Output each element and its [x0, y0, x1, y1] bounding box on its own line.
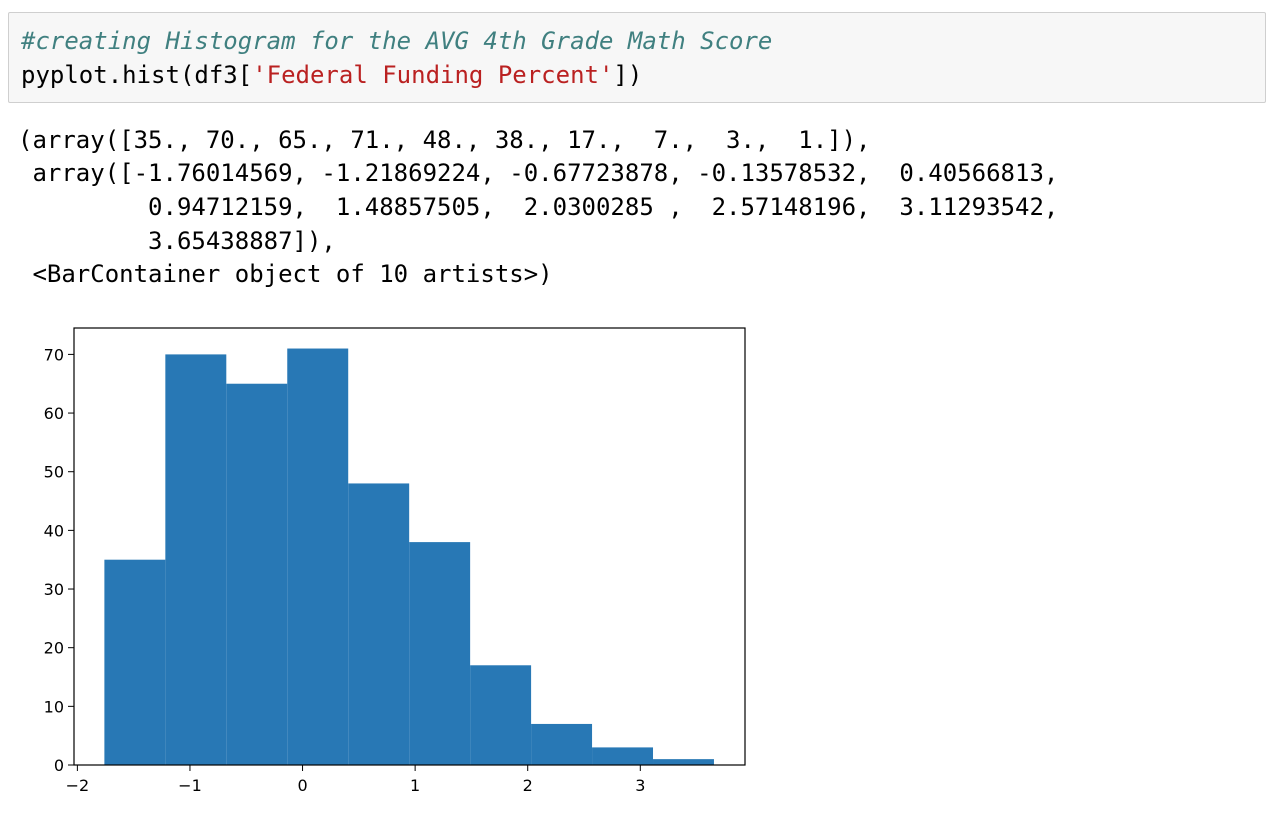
- x-tick-label: 3: [635, 776, 645, 795]
- histogram-bar: [104, 559, 166, 765]
- code-comment-line: #creating Histogram for the AVG 4th Grad…: [21, 27, 772, 55]
- code-string: 'Federal Funding Percent': [252, 61, 614, 89]
- x-tick-label: −2: [66, 776, 90, 795]
- histogram-bars: [104, 348, 714, 765]
- histogram-bar: [165, 354, 227, 765]
- histogram-bar: [470, 665, 532, 765]
- y-tick-label: 0: [54, 756, 64, 775]
- y-tick-label: 10: [44, 697, 64, 716]
- histogram-bar: [287, 348, 349, 765]
- output-line-1: (array([35., 70., 65., 71., 48., 38., 17…: [18, 126, 871, 154]
- code-comment: #creating Histogram for the AVG 4th Grad…: [21, 27, 773, 55]
- code-cell-input[interactable]: #creating Histogram for the AVG 4th Grad…: [8, 12, 1266, 103]
- x-tick-label: 2: [523, 776, 533, 795]
- x-tick-label: 0: [297, 776, 307, 795]
- histogram-bar: [653, 759, 714, 765]
- histogram-bar: [348, 483, 410, 765]
- code-prefix: pyplot.hist(df3[: [21, 61, 253, 89]
- histogram-bar: [409, 542, 471, 765]
- y-tick-label: 70: [44, 345, 64, 364]
- plot-frame: [73, 327, 746, 766]
- x-tick-label: 1: [410, 776, 420, 795]
- y-tick-label: 30: [44, 580, 64, 599]
- y-tick-label: 60: [44, 404, 64, 423]
- output-line-2: array([-1.76014569, -1.21869224, -0.6772…: [18, 159, 1059, 187]
- output-line-3: 0.94712159, 1.48857505, 2.0300285 , 2.57…: [18, 193, 1059, 221]
- output-line-5: <BarContainer object of 10 artists>): [18, 260, 553, 288]
- histogram-bar: [226, 383, 288, 765]
- histogram-bar: [592, 747, 654, 765]
- histogram-bar: [531, 723, 593, 765]
- y-tick-label: 50: [44, 463, 64, 482]
- code-suffix: ]): [613, 61, 643, 89]
- code-statement-line: pyplot.hist(df3['Federal Funding Percent…: [21, 61, 642, 89]
- y-tick-label: 20: [44, 639, 64, 658]
- output-line-4: 3.65438887]),: [18, 227, 336, 255]
- x-tick-label: −1: [178, 776, 202, 795]
- y-tick-label: 40: [44, 521, 64, 540]
